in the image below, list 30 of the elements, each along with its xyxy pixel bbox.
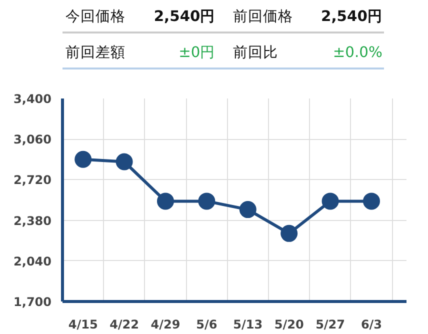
text: ±0円 [178, 44, 216, 61]
x-tick-label: 4/29 [150, 318, 180, 332]
point [198, 192, 216, 210]
x-tick-label: 5/27 [316, 318, 346, 332]
x-tick-label: 6/3 [360, 318, 382, 332]
y-tick-label: 2,720 [14, 173, 52, 188]
point [362, 192, 380, 210]
text: ±0.0% [332, 44, 382, 61]
point [322, 192, 339, 210]
y-tick-label: 2,380 [14, 214, 52, 228]
text: 前回価格 [232, 8, 293, 25]
point [280, 224, 298, 242]
y-tick-label: 3,400 [14, 92, 52, 106]
text: 2,540円 [154, 8, 216, 25]
text: 今回価格 [66, 8, 126, 25]
x-tick-label: 4/15 [68, 318, 98, 332]
x-tick-label: 5/6 [196, 318, 218, 332]
text: 前回差額 [66, 44, 126, 61]
point [156, 192, 174, 210]
point [239, 201, 256, 218]
y-tick-label: 1,700 [14, 295, 52, 309]
y-tick-label: 2,040 [14, 254, 52, 268]
point [74, 150, 92, 168]
x-tick-label: 4/22 [110, 318, 140, 332]
point [116, 153, 133, 170]
x-tick-label: 5/20 [274, 318, 304, 332]
text: 前回比 [232, 44, 278, 61]
x-tick-label: 5/13 [233, 318, 263, 332]
y-tick-label: 3,060 [14, 132, 52, 147]
text: 2,540円 [321, 8, 382, 25]
